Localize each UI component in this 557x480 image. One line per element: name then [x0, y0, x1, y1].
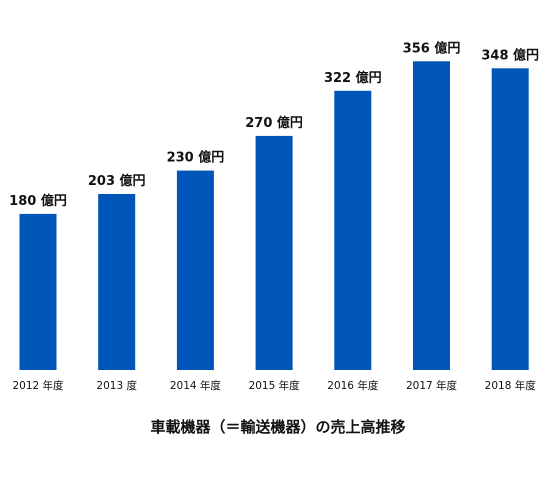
value-label-5: 356 億円: [403, 40, 461, 56]
value-labels-group: 180 億円 203 億円 230 億円 270 億円 322 億円 356 億円 348 …: [9, 40, 539, 209]
category-labels-group: 2012 年度 2013 度 2014 年度 2015 年度 2016 年度 2017 年…: [12, 379, 536, 392]
category-label-2: 2014 年度: [170, 379, 222, 392]
category-label-1: 2013 度: [96, 379, 137, 392]
value-label-3: 270 億円: [245, 115, 303, 131]
category-label-5: 2017 年度: [406, 379, 458, 392]
chart-title: 車載機器（＝輸送機器）の売上高推移: [150, 418, 405, 436]
bar-0: [19, 213, 57, 370]
bars-group: [19, 61, 529, 371]
value-label-2: 230 億円: [167, 150, 225, 166]
category-label-6: 2018 年度: [485, 379, 537, 392]
bar-2: [176, 170, 214, 370]
category-label-0: 2012 年度: [12, 379, 64, 392]
bar-3: [255, 135, 293, 370]
value-label-0: 180 億円: [9, 193, 67, 209]
value-label-1: 203 億円: [88, 173, 146, 189]
category-label-3: 2015 年度: [249, 379, 301, 392]
category-label-4: 2016 年度: [327, 379, 379, 392]
value-label-4: 322 億円: [324, 70, 382, 86]
bar-1: [98, 194, 136, 370]
bar-5: [413, 61, 450, 371]
bar-4: [334, 90, 372, 371]
value-label-6: 348 億円: [481, 47, 539, 63]
bar-6: [491, 68, 529, 371]
